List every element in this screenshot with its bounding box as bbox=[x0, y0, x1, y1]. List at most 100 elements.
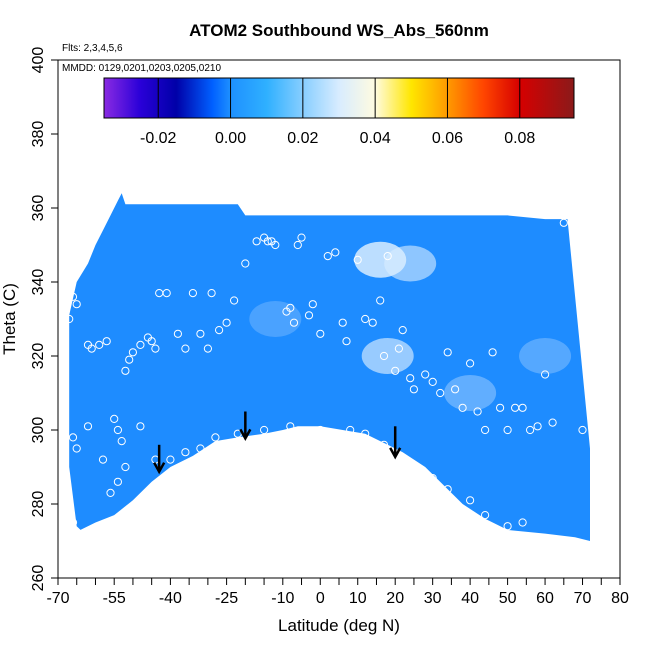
sample-point bbox=[443, 485, 452, 494]
colorbar bbox=[104, 78, 574, 118]
sample-point bbox=[102, 337, 111, 346]
sample-point bbox=[578, 425, 587, 435]
y-tick-label: 360 bbox=[30, 195, 47, 222]
sample-point bbox=[488, 348, 497, 357]
sample-point bbox=[121, 462, 130, 472]
flight-arrow-head bbox=[153, 462, 166, 475]
flight-arrow-head bbox=[389, 447, 402, 460]
y-tick-label: 280 bbox=[30, 491, 47, 518]
sample-point bbox=[222, 318, 231, 327]
sample-point bbox=[166, 455, 175, 464]
flight-arrows bbox=[153, 411, 402, 475]
x-tick-label: -10 bbox=[271, 590, 294, 607]
sample-point bbox=[68, 518, 78, 527]
y-axis: 260 280 300 320 340 360 380 400 bbox=[30, 47, 58, 592]
field-highlight bbox=[384, 245, 437, 282]
sample-point bbox=[428, 377, 437, 386]
sample-point bbox=[121, 366, 130, 375]
x-tick-label: 0 bbox=[316, 590, 325, 607]
flights-note: Flts: 2,3,4,5,6 bbox=[62, 43, 123, 54]
sample-point bbox=[443, 348, 452, 357]
sample-point bbox=[68, 292, 78, 301]
x-tick-label: 70 bbox=[574, 590, 592, 607]
sample-point bbox=[428, 474, 437, 483]
x-tick-label: -40 bbox=[159, 590, 182, 607]
flight-arrow bbox=[153, 444, 166, 475]
sample-point bbox=[331, 248, 340, 257]
y-tick-label: 340 bbox=[30, 269, 47, 296]
x-tick-label: 50 bbox=[499, 590, 517, 607]
sample-point bbox=[241, 259, 250, 268]
sample-point bbox=[316, 329, 325, 338]
chart-title: ATOM2 Southbound WS_Abs_560nm bbox=[189, 21, 489, 40]
y-tick-label: 300 bbox=[30, 417, 47, 444]
sample-point bbox=[436, 388, 445, 398]
sample-point bbox=[342, 337, 351, 346]
sample-point bbox=[481, 425, 490, 435]
sample-point bbox=[72, 444, 81, 453]
y-tick-label: 260 bbox=[30, 565, 47, 592]
sample-point bbox=[398, 455, 407, 464]
sample-point bbox=[230, 296, 239, 305]
sample-point bbox=[151, 344, 160, 353]
sample-point bbox=[541, 370, 550, 379]
sample-point bbox=[398, 326, 407, 335]
sample-point bbox=[559, 218, 568, 227]
sample-point bbox=[87, 344, 96, 353]
sample-point bbox=[211, 433, 220, 442]
sample-point bbox=[61, 566, 70, 575]
sample-point bbox=[136, 422, 145, 431]
sample-point bbox=[503, 522, 512, 531]
sample-point bbox=[252, 237, 261, 246]
sample-point bbox=[65, 314, 74, 324]
y-axis-label: Theta (C) bbox=[0, 283, 19, 355]
sample-point bbox=[72, 300, 81, 309]
sample-point bbox=[409, 385, 418, 394]
sample-point bbox=[533, 422, 542, 431]
colorbar-tick-label: 0.06 bbox=[432, 130, 463, 147]
x-tick-label: 60 bbox=[536, 590, 554, 607]
sample-point bbox=[181, 448, 190, 457]
x-tick-label: 40 bbox=[461, 590, 479, 607]
sample-point bbox=[361, 314, 370, 324]
x-tick-label: -25 bbox=[215, 590, 238, 607]
sample-point bbox=[286, 422, 295, 431]
sample-point bbox=[379, 440, 389, 449]
y-tick-label: 320 bbox=[30, 343, 47, 370]
sample-point bbox=[323, 252, 332, 261]
sample-point bbox=[451, 385, 460, 394]
x-tick-label: 30 bbox=[424, 590, 442, 607]
sample-point bbox=[293, 240, 302, 250]
sample-point bbox=[215, 326, 224, 335]
sample-point bbox=[83, 422, 93, 431]
sample-point bbox=[297, 233, 306, 242]
sample-point bbox=[353, 255, 362, 264]
sample-point bbox=[421, 370, 430, 379]
sample-point bbox=[113, 477, 123, 486]
colorbar-tick-label: 0.04 bbox=[360, 130, 391, 147]
sample-point bbox=[338, 318, 347, 327]
sample-point bbox=[406, 374, 415, 383]
sample-point bbox=[181, 344, 190, 353]
sample-point bbox=[316, 425, 325, 435]
flight-arrow-head bbox=[239, 428, 252, 441]
colorbar-tick-label: 0.02 bbox=[287, 130, 318, 147]
sample-point bbox=[473, 407, 482, 416]
sample-point bbox=[106, 488, 115, 497]
sample-point bbox=[413, 466, 422, 475]
sample-point bbox=[188, 289, 197, 298]
sample-point bbox=[98, 455, 108, 464]
sample-point bbox=[458, 403, 467, 412]
sample-point bbox=[466, 496, 475, 505]
sample-point bbox=[128, 348, 137, 357]
sample-points bbox=[61, 218, 587, 575]
x-tick-label: 80 bbox=[611, 590, 629, 607]
sample-point bbox=[376, 296, 385, 305]
sample-point bbox=[518, 403, 527, 412]
field-area bbox=[69, 193, 590, 541]
field-highlight bbox=[249, 301, 302, 337]
field-highlight bbox=[519, 338, 572, 374]
x-tick-label: 10 bbox=[349, 590, 367, 607]
sample-point bbox=[394, 344, 403, 353]
